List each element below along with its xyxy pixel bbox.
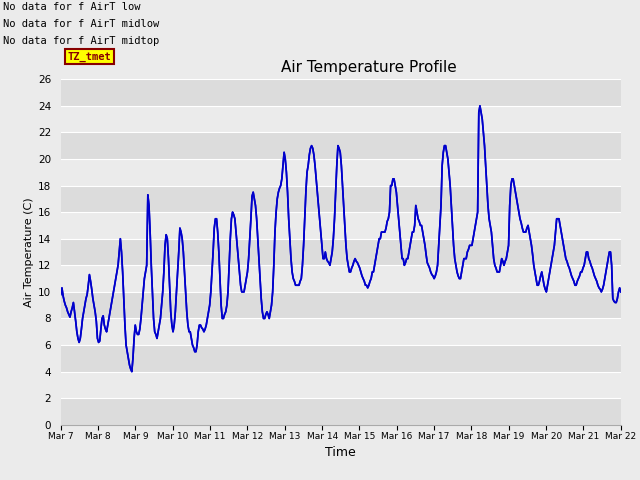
Y-axis label: Air Temperature (C): Air Temperature (C): [24, 197, 34, 307]
Bar: [61, 345, 621, 372]
Text: No data for f AirT midlow: No data for f AirT midlow: [3, 19, 159, 29]
Bar: [61, 186, 621, 212]
Bar: [61, 79, 621, 106]
Text: No data for f AirT low: No data for f AirT low: [3, 2, 141, 12]
Bar: [61, 159, 621, 186]
Text: TZ_tmet: TZ_tmet: [67, 51, 111, 61]
Bar: [61, 212, 621, 239]
Bar: [61, 132, 621, 159]
Bar: [61, 372, 621, 398]
Bar: [61, 398, 621, 425]
Bar: [61, 265, 621, 292]
Bar: [61, 106, 621, 132]
Title: Air Temperature Profile: Air Temperature Profile: [281, 60, 457, 75]
Bar: [61, 239, 621, 265]
Bar: [61, 292, 621, 318]
Bar: [61, 318, 621, 345]
X-axis label: Time: Time: [325, 445, 356, 458]
Text: No data for f AirT midtop: No data for f AirT midtop: [3, 36, 159, 46]
